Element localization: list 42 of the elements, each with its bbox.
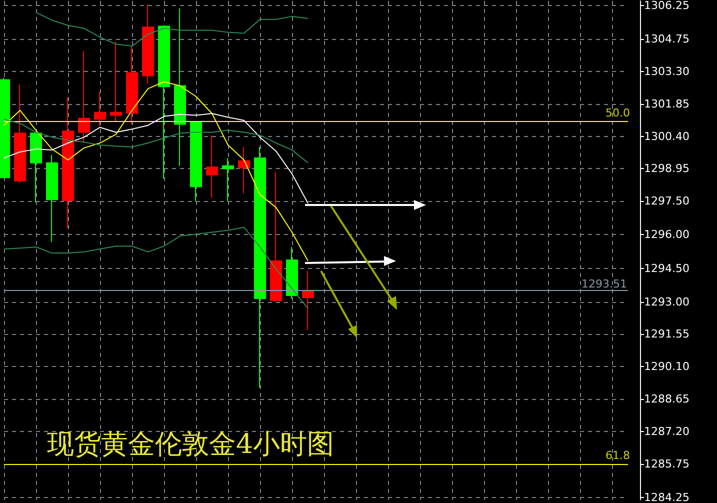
line-series	[4, 112, 308, 204]
y-tick-label: 1298.95	[644, 162, 690, 176]
ref-line-label: 1293.51	[582, 277, 627, 290]
annotation: 61.8	[606, 448, 630, 462]
candlestick	[78, 50, 90, 143]
y-tick-label: 1304.75	[644, 32, 690, 46]
candlestick	[14, 84, 26, 184]
line-series	[4, 118, 308, 164]
candlestick	[302, 270, 314, 331]
y-tick-label: 1301.85	[644, 97, 690, 110]
candlestick	[222, 158, 234, 202]
text: 现货黄金伦敦金4小时图	[47, 429, 334, 460]
candlestick	[238, 146, 250, 194]
y-tick-label: 1288.65	[644, 392, 690, 406]
y-tick-label: 1293.00	[644, 295, 690, 308]
candlestick	[126, 45, 138, 125]
y-tick-label: 1296.00	[644, 228, 690, 242]
y-tick-label: 1291.55	[644, 328, 690, 341]
candlestick	[94, 91, 106, 127]
line-series	[36, 12, 308, 47]
candlestick	[62, 97, 74, 229]
candlestick	[142, 4, 154, 84]
candlestick	[286, 246, 298, 299]
y-tick-label: 1303.30	[644, 64, 690, 78]
annotation: 50.0	[606, 106, 630, 120]
candlestick	[190, 122, 202, 202]
candlestick	[110, 42, 122, 122]
y-tick-label: 1294.50	[644, 262, 690, 275]
candlestick	[158, 26, 170, 180]
y-tick-label: 1297.50	[644, 194, 690, 208]
candlestick	[46, 154, 58, 243]
y-tick-label: 1284.25	[644, 491, 690, 503]
y-tick-label: 1290.10	[644, 360, 690, 374]
candlestick	[270, 171, 282, 301]
candlestick	[174, 8, 186, 166]
y-tick-label: 1300.40	[644, 130, 690, 143]
y-tick-label: 1306.25	[644, 0, 690, 12]
y-tick-label: 1287.20	[644, 425, 690, 438]
candlestick	[206, 134, 218, 198]
y-tick-label: 1285.75	[644, 457, 690, 470]
line-series	[4, 226, 308, 310]
candlestick	[30, 132, 42, 204]
